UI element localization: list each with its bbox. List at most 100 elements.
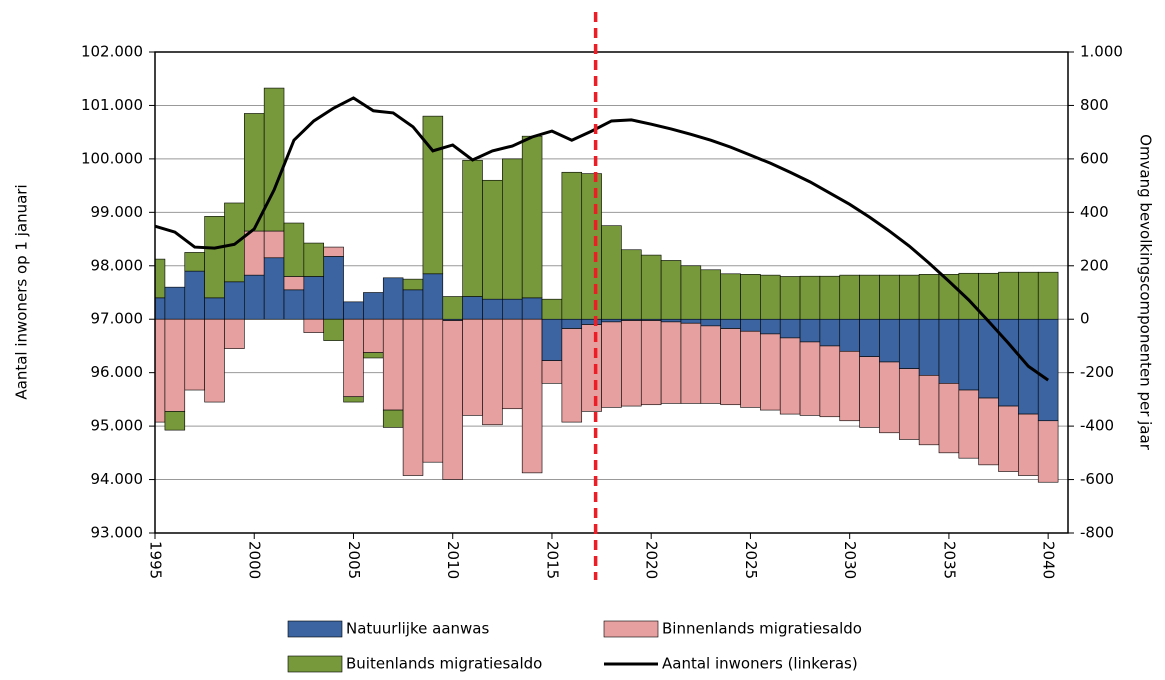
plot — [155, 87, 1059, 483]
bar-segment — [998, 271, 1019, 320]
bar-segment — [561, 318, 583, 329]
legend-swatch — [603, 620, 659, 638]
x-tick-label: 2020 — [643, 541, 661, 579]
bar-segment — [859, 318, 880, 357]
y2-tick-label: 0 — [1080, 310, 1090, 328]
bar-segment — [740, 318, 761, 332]
bar-segment — [621, 249, 642, 320]
bar-segment — [482, 179, 503, 300]
bar-segment — [442, 296, 463, 320]
bar-segment — [541, 360, 563, 384]
bar-segment — [422, 115, 444, 275]
bar-segment — [164, 286, 186, 320]
bar-segment — [720, 318, 741, 329]
bar-segment — [224, 281, 245, 320]
y2-tick-label: 200 — [1080, 256, 1109, 274]
bar-segment — [402, 278, 424, 291]
bar-segment — [164, 318, 186, 412]
y-tick-label: 101.000 — [81, 96, 143, 114]
y-tick-label: 93.000 — [91, 524, 144, 542]
bar-segment — [283, 289, 305, 320]
bar-segment — [918, 375, 940, 446]
x-tick-label: 2010 — [444, 541, 462, 579]
bar-segment — [581, 318, 602, 325]
y-axis-label: Aantal inwoners op 1 januari — [13, 184, 31, 399]
bar-segment — [621, 320, 642, 407]
bar-segment — [363, 352, 384, 359]
bar-segment — [561, 328, 583, 423]
bar-segment — [323, 246, 344, 257]
bar-segment — [918, 318, 940, 376]
bar-segment — [700, 269, 721, 320]
bar-segment — [323, 318, 344, 341]
y2-tick-label: 1.000 — [1080, 43, 1123, 61]
bar-segment — [819, 345, 841, 418]
bar-segment — [660, 321, 682, 404]
y2-tick-label: 600 — [1080, 149, 1109, 167]
bar-segment — [998, 405, 1019, 472]
bar-segment — [541, 318, 563, 361]
bar-segment — [382, 409, 404, 428]
bar-segment — [363, 292, 384, 320]
bar-segment — [402, 318, 424, 476]
bar-segment — [1037, 318, 1059, 422]
x-tick-label: 2005 — [345, 541, 363, 579]
y2-tick-label: -400 — [1080, 417, 1114, 435]
legend-label: Buitenlands migratiesaldo — [346, 655, 542, 673]
y-tick-label: 100.000 — [81, 149, 143, 167]
legend-label: Aantal inwoners (linkeras) — [662, 655, 858, 673]
bar-segment — [720, 273, 741, 320]
y-tick-label: 99.000 — [91, 203, 144, 221]
bar-segment — [640, 320, 662, 406]
bar-segment — [263, 230, 285, 259]
bar-segment — [422, 318, 444, 463]
y2-axis-label: Omvang bevolkingscomponenten per jaar — [1137, 134, 1155, 451]
bar-segment — [244, 274, 265, 320]
x-tick-label: 2030 — [841, 541, 859, 579]
bar-segment — [462, 159, 483, 297]
bar-segment — [998, 318, 1019, 407]
bar-segment — [502, 298, 523, 320]
bar-segment — [482, 318, 503, 426]
bar-segment — [521, 135, 543, 299]
bar-segment — [184, 252, 205, 272]
x-tick-label: 2040 — [1040, 541, 1058, 579]
y2-tick-label: -600 — [1080, 470, 1114, 488]
bar-segment — [760, 274, 781, 320]
bar-segment — [263, 257, 285, 320]
bar-segment — [760, 318, 781, 335]
bar-segment — [1037, 420, 1059, 483]
bar-segment — [680, 322, 702, 404]
bar-segment — [1018, 413, 1039, 476]
legend-swatch — [287, 620, 343, 638]
bar-segment — [958, 389, 979, 459]
bar-segment — [462, 296, 483, 320]
bar-segment — [541, 298, 563, 320]
bar-segment — [382, 277, 404, 320]
bar-segment — [898, 274, 920, 320]
bar-segment — [521, 297, 543, 320]
population-line — [155, 96, 1050, 382]
x-tick-label: 2000 — [246, 541, 264, 579]
bar-segment — [343, 301, 364, 320]
bar-segment — [839, 350, 860, 422]
bar-segment — [640, 254, 662, 320]
bar-segment — [601, 321, 622, 408]
x-tick-label: 1995 — [147, 541, 165, 579]
bar-segment — [898, 318, 920, 369]
bar-segment — [779, 276, 801, 320]
bar-segment — [184, 270, 205, 320]
bar-segment — [382, 318, 404, 411]
bar-segment — [343, 396, 364, 403]
bar-segment — [502, 318, 523, 410]
y-tick-label: 95.000 — [91, 417, 144, 435]
bar-segment — [482, 298, 503, 320]
y-tick-label: 98.000 — [91, 256, 144, 274]
bar-segment — [799, 318, 821, 343]
bar-segment — [720, 328, 741, 406]
bar-segment — [402, 289, 424, 320]
bar-segment — [244, 230, 265, 276]
y2-tick-label: -200 — [1080, 363, 1114, 381]
bar-segment — [839, 318, 860, 352]
